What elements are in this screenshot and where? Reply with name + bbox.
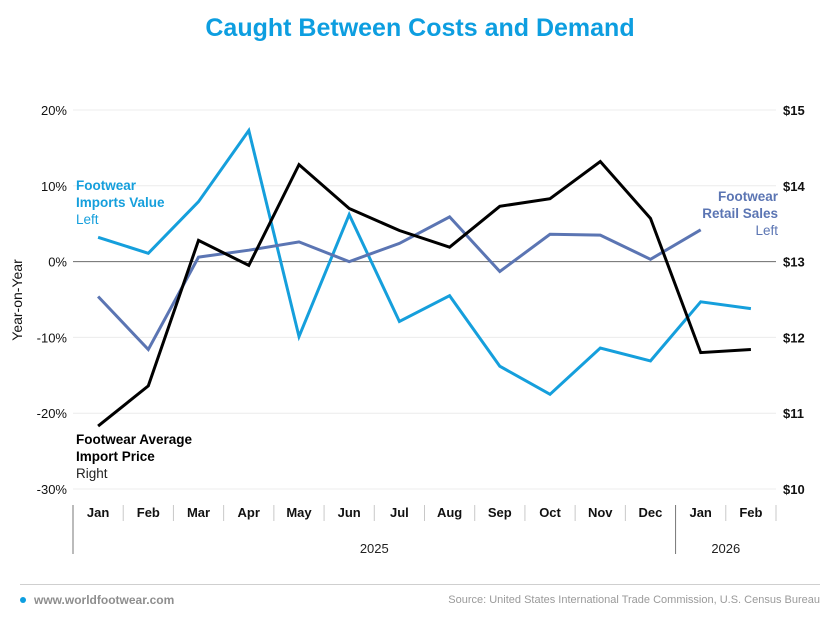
x-tick-label: Dec [639, 505, 663, 520]
footer-source: Source: United States International Trad… [448, 594, 820, 606]
footer-site-link[interactable]: www.worldfootwear.com [34, 593, 175, 607]
line-chart: 20%10%0%-10%-20%-30% $15$14$13$12$11$10 … [9, 103, 805, 556]
x-tick-label: Feb [137, 505, 160, 520]
right-tick-label: $12 [783, 330, 805, 345]
year-label: 2025 [360, 541, 389, 556]
right-tick-label: $13 [783, 255, 805, 270]
x-tick-label: Jun [338, 505, 361, 520]
series-lines [97, 126, 752, 428]
x-tick-label: Sep [488, 505, 512, 520]
x-axis: Jan Feb Mar Apr May Jun Jul Aug Sep Oct Nov Dec Jan F… [72, 505, 777, 556]
series-line-imports-value [97, 126, 752, 397]
bullet-icon [20, 597, 26, 603]
right-tick-label: $15 [783, 103, 805, 118]
series-line-retail-sales [97, 215, 702, 353]
left-tick-label: -30% [37, 482, 68, 497]
left-tick-label: 20% [41, 103, 67, 118]
right-tick-label: $11 [783, 406, 804, 421]
right-axis-ticks: $15 $14 $13 $12 $11 $10 [783, 103, 805, 497]
series-axis-note: Left [76, 212, 99, 227]
left-tick-label: 0% [48, 255, 67, 270]
x-tick-label: Aug [437, 505, 462, 520]
x-tick-label: May [286, 505, 312, 520]
series-label-imports-value: Footwear [76, 178, 137, 193]
chart-title: Caught Between Costs and Demand [205, 14, 635, 42]
series-label-import-price: Footwear Average [76, 432, 193, 447]
x-tick-label: Nov [588, 505, 613, 520]
x-tick-label: Feb [739, 505, 762, 520]
left-axis-label: Year-on-Year [9, 259, 25, 341]
x-tick-label: Jul [390, 505, 409, 520]
x-tick-label: Jan [689, 505, 711, 520]
x-tick-label: Mar [187, 505, 210, 520]
series-labels: Footwear Imports Value Left Footwear Retail … [76, 178, 779, 481]
series-label-retail-sales: Retail Sales [702, 206, 778, 221]
series-line-import-price [97, 159, 751, 428]
series-axis-note: Right [76, 466, 108, 481]
right-tick-label: $10 [783, 482, 805, 497]
x-tick-label: Jan [87, 505, 109, 520]
left-tick-label: -10% [37, 330, 68, 345]
series-axis-note: Left [755, 223, 778, 238]
x-tick-label: Apr [238, 505, 260, 520]
series-label-retail-sales: Footwear [718, 189, 779, 204]
year-label: 2026 [711, 541, 740, 556]
x-tick-label: Oct [539, 505, 561, 520]
series-label-imports-value: Imports Value [76, 195, 165, 210]
footer-divider [20, 584, 820, 585]
right-tick-label: $14 [783, 179, 805, 194]
series-label-import-price: Import Price [76, 449, 155, 464]
left-axis-ticks: 20% 10% 0% -10% -20% -30% [37, 103, 68, 497]
left-tick-label: -20% [37, 406, 68, 421]
left-tick-label: 10% [41, 179, 67, 194]
